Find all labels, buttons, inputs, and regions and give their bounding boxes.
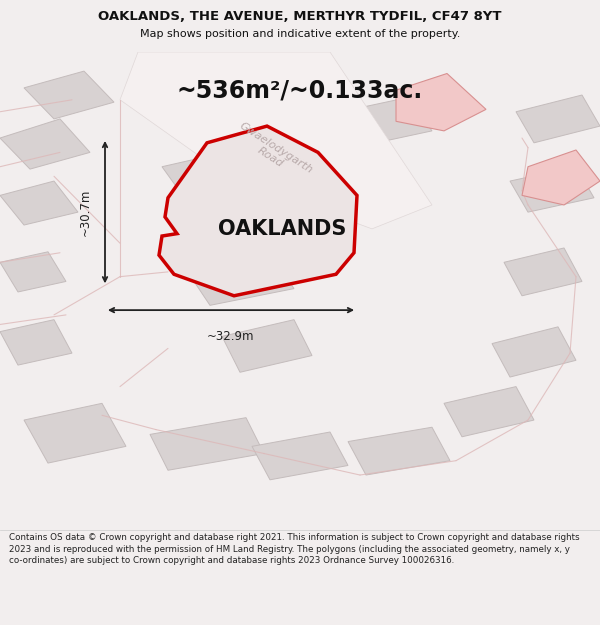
Polygon shape	[120, 52, 432, 229]
Polygon shape	[348, 428, 450, 475]
Polygon shape	[522, 150, 600, 205]
Polygon shape	[162, 148, 270, 200]
Polygon shape	[516, 95, 600, 143]
Polygon shape	[0, 252, 66, 292]
Text: Gwaelodygarth
Road: Gwaelodygarth Road	[232, 120, 314, 184]
Polygon shape	[24, 71, 114, 119]
Text: OAKLANDS: OAKLANDS	[218, 219, 346, 239]
Polygon shape	[504, 248, 582, 296]
Text: OAKLANDS, THE AVENUE, MERTHYR TYDFIL, CF47 8YT: OAKLANDS, THE AVENUE, MERTHYR TYDFIL, CF…	[98, 11, 502, 23]
Polygon shape	[186, 253, 294, 306]
Text: ~536m²/~0.133ac.: ~536m²/~0.133ac.	[177, 78, 423, 102]
Polygon shape	[0, 119, 90, 169]
Polygon shape	[492, 327, 576, 377]
Polygon shape	[396, 74, 486, 131]
Polygon shape	[330, 98, 432, 148]
Polygon shape	[222, 319, 312, 372]
Text: ~32.9m: ~32.9m	[207, 330, 255, 343]
Polygon shape	[510, 167, 594, 212]
Polygon shape	[150, 418, 264, 470]
Polygon shape	[252, 432, 348, 480]
Polygon shape	[0, 319, 72, 365]
Text: Map shows position and indicative extent of the property.: Map shows position and indicative extent…	[140, 29, 460, 39]
Text: ~30.7m: ~30.7m	[79, 189, 92, 236]
Polygon shape	[444, 387, 534, 437]
Text: Contains OS data © Crown copyright and database right 2021. This information is : Contains OS data © Crown copyright and d…	[9, 533, 580, 566]
Polygon shape	[0, 181, 78, 225]
Polygon shape	[24, 403, 126, 463]
Polygon shape	[159, 126, 357, 296]
